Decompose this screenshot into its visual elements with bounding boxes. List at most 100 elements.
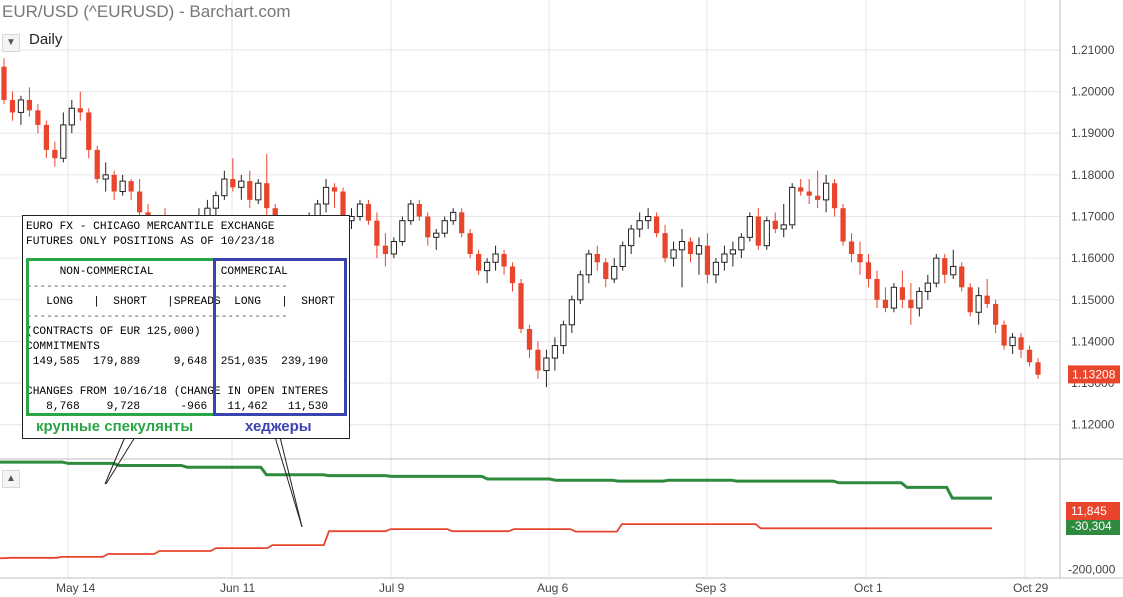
candle-body xyxy=(382,245,389,254)
candle-body xyxy=(746,216,753,238)
chevron-up-icon[interactable]: ▲ xyxy=(2,470,20,488)
chevron-down-icon[interactable]: ▼ xyxy=(2,34,20,52)
candle-body xyxy=(77,108,83,113)
y-tick-label: 1.18000 xyxy=(1071,168,1115,182)
candle-body xyxy=(86,112,92,150)
timeframe-label[interactable]: Daily xyxy=(29,31,63,48)
speculators-pointer xyxy=(104,436,126,485)
cot-line: --------------------------------------- xyxy=(26,281,288,293)
last-price-label: 1.13208 xyxy=(1072,367,1116,381)
cot-line: 149,585 179,889 9,648 251,035 239,190 xyxy=(26,356,329,368)
candle-body xyxy=(221,178,228,197)
series-value-label: 11,845 xyxy=(1071,504,1107,518)
commercial-line xyxy=(0,523,992,560)
candle-body xyxy=(890,286,898,309)
candle-body xyxy=(60,124,67,159)
candle-body xyxy=(577,274,584,301)
candle-body xyxy=(780,224,787,230)
last-price-tag xyxy=(1068,365,1120,384)
candle-body xyxy=(1026,349,1033,363)
y-tick-label: 1.17000 xyxy=(1071,210,1115,224)
candle-body xyxy=(119,180,126,193)
candle-body xyxy=(687,241,694,254)
candle-body xyxy=(611,265,618,280)
candle-body xyxy=(882,299,889,309)
candle-body xyxy=(128,181,134,192)
x-tick-label: Jun 11 xyxy=(220,581,255,595)
candle-body xyxy=(52,149,58,159)
chart-title: EUR/USD (^EURUSD) - Barchart.com xyxy=(2,2,291,21)
speculators-label: крупные спекулянты xyxy=(36,418,194,435)
cot-line: (CONTRACTS OF EUR 125,000) xyxy=(26,326,201,338)
candle-body xyxy=(822,182,830,201)
candle-body xyxy=(43,124,50,150)
candle-body xyxy=(670,249,677,259)
y-tick-label: 1.12000 xyxy=(1071,418,1115,432)
candle-body xyxy=(594,253,600,263)
candle-body xyxy=(857,253,863,263)
hedgers-pointer xyxy=(274,436,303,528)
candle-body xyxy=(840,208,846,242)
candle-body xyxy=(924,282,931,292)
candle-body xyxy=(501,253,507,267)
cot-line: EURO FX - CHICAGO MERCANTILE EXCHANGE xyxy=(26,221,275,233)
candle-body xyxy=(636,220,643,230)
speculators-pointer xyxy=(105,436,136,485)
candle-body xyxy=(1009,336,1016,347)
hedgers-pointer xyxy=(279,436,303,528)
candle-body xyxy=(492,253,499,263)
candle-body xyxy=(815,195,821,200)
candle-body xyxy=(475,253,482,271)
candle-body xyxy=(755,216,761,246)
candle-body xyxy=(483,261,491,272)
cot-line: NON-COMMERCIAL COMMERCIAL xyxy=(26,266,288,278)
candle-body xyxy=(959,266,965,288)
candle-body xyxy=(942,258,948,275)
candle-body xyxy=(695,245,703,255)
x-tick-label: Oct 1 xyxy=(854,581,883,595)
commercial-box xyxy=(213,258,347,416)
x-tick-label: May 14 xyxy=(56,581,96,595)
candle-body xyxy=(459,212,465,234)
candle-body xyxy=(560,324,567,347)
candle-body xyxy=(230,179,236,188)
candle-body xyxy=(916,290,923,309)
candle-body xyxy=(1001,324,1007,346)
x-tick-label: Oct 29 xyxy=(1013,581,1049,595)
hedgers-label: хеджеры xyxy=(245,418,312,435)
noncommercial-line xyxy=(0,460,992,500)
x-tick-label: Jul 9 xyxy=(379,581,405,595)
series-value-label: -30,304 xyxy=(1071,519,1112,533)
candle-body xyxy=(798,187,804,192)
candle-body xyxy=(712,261,720,276)
candle-body xyxy=(551,345,559,359)
candle-body xyxy=(212,195,220,209)
candle-body xyxy=(390,240,397,255)
candle-body xyxy=(68,107,75,126)
y-tick-label: 1.16000 xyxy=(1071,251,1115,265)
candle-body xyxy=(365,204,372,221)
candle-body xyxy=(433,232,440,238)
candle-body xyxy=(467,233,473,254)
candle-body xyxy=(247,181,253,200)
candle-body xyxy=(848,241,855,254)
candle-body xyxy=(628,228,635,247)
candle-body xyxy=(238,180,245,188)
candle-body xyxy=(721,253,728,263)
candle-body xyxy=(763,220,770,247)
y-tick-label: 1.21000 xyxy=(1071,43,1115,57)
candle-body xyxy=(967,287,973,313)
candle-body xyxy=(1035,362,1041,375)
candle-body xyxy=(450,211,457,222)
y-tick-label: 1.14000 xyxy=(1071,334,1115,348)
candle-body xyxy=(568,299,575,326)
candle-body xyxy=(374,220,380,246)
cot-line: COMMITMENTS xyxy=(26,341,100,353)
candle-body xyxy=(992,303,999,325)
candle-body xyxy=(543,357,550,372)
candle-body xyxy=(322,186,330,205)
candle-body xyxy=(789,186,796,226)
cot-line: 8,768 9,728 -966 11,462 11,530 xyxy=(26,401,329,413)
x-tick-label: Sep 3 xyxy=(695,581,727,595)
